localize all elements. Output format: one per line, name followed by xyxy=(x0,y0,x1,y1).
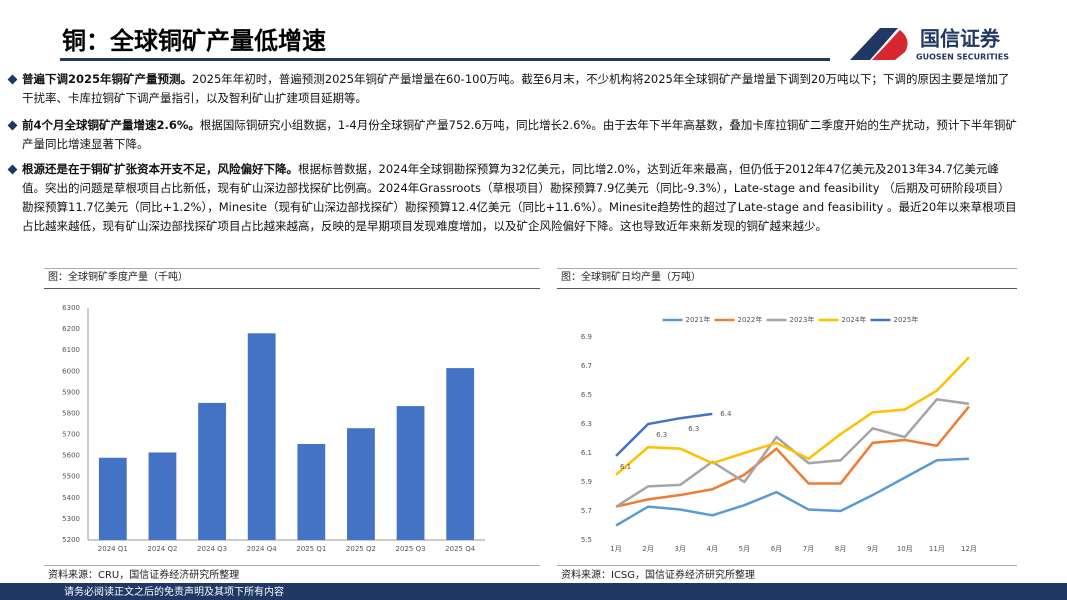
y-tick-label: 6000 xyxy=(62,367,80,375)
logo-text: 国信证券 xyxy=(920,27,1001,51)
chart-source: 资料来源：CRU，国信证券经济研究所整理 xyxy=(48,568,239,581)
y-tick-label: 6200 xyxy=(62,325,80,333)
legend-label: 2023年 xyxy=(790,315,815,324)
bullet: 根源还是在于铜矿扩张资本开支不足，风险偏好下降。根据标普数据，2024年全球铜勘… xyxy=(7,160,1018,236)
bar xyxy=(396,406,425,540)
y-tick-label: 6.9 xyxy=(581,333,592,341)
x-tick-label: 2024 Q4 xyxy=(247,545,278,553)
bullet-lead: 前4个月全球铜矿产量增速2.6%。 xyxy=(22,118,200,132)
x-tick-label: 2025 Q3 xyxy=(396,545,426,553)
footer-bar xyxy=(0,583,1067,600)
line-series xyxy=(615,405,970,508)
data-label: 6.4 xyxy=(720,410,732,418)
panel-rule xyxy=(44,268,540,269)
x-tick-label: 10月 xyxy=(897,545,913,553)
line-series xyxy=(615,356,970,476)
x-tick-label: 12月 xyxy=(961,545,977,553)
y-tick-label: 5500 xyxy=(62,473,80,481)
x-tick-label: 2024 Q2 xyxy=(147,545,177,553)
data-label: 6.1 xyxy=(620,463,631,471)
bar xyxy=(148,452,177,540)
x-tick-label: 6月 xyxy=(771,545,782,553)
panel-rule xyxy=(44,565,540,566)
bar xyxy=(347,428,375,540)
x-tick-label: 3月 xyxy=(674,545,685,553)
x-tick-label: 5月 xyxy=(739,545,750,553)
data-label: 6.3 xyxy=(656,431,667,439)
y-tick-label: 5800 xyxy=(62,409,80,417)
y-tick-label: 6.1 xyxy=(581,449,592,457)
y-tick-label: 6.5 xyxy=(581,391,592,399)
logo-shape xyxy=(872,30,908,60)
y-tick-label: 5600 xyxy=(62,452,80,460)
logo-shape xyxy=(850,28,898,60)
bar xyxy=(198,402,226,540)
x-tick-label: 9月 xyxy=(867,545,878,553)
y-tick-label: 5.7 xyxy=(581,507,592,515)
panel-rule xyxy=(557,565,1017,566)
bar xyxy=(297,444,326,540)
x-tick-label: 8月 xyxy=(835,545,846,553)
bar xyxy=(446,368,475,540)
legend-label: 2022年 xyxy=(738,315,763,324)
bullet: 普遍下调2025年铜矿产量预测。2025年年初时，普遍预测2025年铜矿产量增量… xyxy=(7,70,1018,108)
panel-rule xyxy=(557,268,1017,269)
bar xyxy=(247,333,276,540)
x-tick-label: 1月 xyxy=(610,545,621,553)
y-tick-label: 5.9 xyxy=(581,478,592,486)
y-tick-label: 5400 xyxy=(62,494,80,502)
x-tick-label: 7月 xyxy=(803,545,814,553)
y-tick-label: 6300 xyxy=(62,304,80,312)
bullet-text: 根据国际铜研究小组数据，1-4月份全球铜矿产量752.6万吨，同比增长2.6%。… xyxy=(22,118,1017,151)
x-tick-label: 2025 Q1 xyxy=(296,545,326,553)
x-tick-label: 4月 xyxy=(707,545,718,553)
legend-label: 2024年 xyxy=(842,315,867,324)
data-label: 6.3 xyxy=(688,425,699,433)
y-tick-label: 5200 xyxy=(62,536,80,544)
x-tick-label: 2月 xyxy=(642,545,653,553)
x-tick-label: 2025 Q2 xyxy=(346,545,376,553)
x-tick-label: 2024 Q3 xyxy=(197,545,227,553)
panel-rule xyxy=(44,288,540,289)
footer-text: 请务必阅读正文之后的免责声明及其项下所有内容 xyxy=(64,585,284,598)
bullet-text: 根据标普数据，2024年全球铜勘探预算为32亿美元，同比增2.0%，达到近年来最… xyxy=(22,162,1017,233)
y-tick-label: 5700 xyxy=(62,431,80,439)
panel-rule xyxy=(557,288,1017,289)
line-series xyxy=(615,412,713,457)
y-tick-label: 6100 xyxy=(62,346,80,354)
chart-title: 图：全球铜矿日均产量（万吨） xyxy=(561,270,701,283)
y-tick-label: 6.7 xyxy=(581,362,592,370)
line-series xyxy=(615,398,970,508)
x-tick-label: 2024 Q1 xyxy=(98,545,128,553)
bar xyxy=(98,457,127,540)
y-tick-label: 5300 xyxy=(62,515,80,523)
page-title: 铜：全球铜矿产量低增速 xyxy=(62,27,326,55)
bullet-lead: 根源还是在于铜矿扩张资本开支不足，风险偏好下降。 xyxy=(22,162,298,176)
bullet-lead: 普遍下调2025年铜矿产量预测。 xyxy=(22,72,193,86)
title-rule xyxy=(60,58,830,61)
bullet: 前4个月全球铜矿产量增速2.6%。根据国际铜研究小组数据，1-4月份全球铜矿产量… xyxy=(7,116,1018,154)
line-series xyxy=(615,457,970,527)
x-tick-label: 2025 Q4 xyxy=(445,545,476,553)
chart-title: 图：全球铜矿季度产量（千吨） xyxy=(48,270,188,283)
chart-source: 资料来源：ICSG，国信证券经济研究所整理 xyxy=(561,568,755,581)
x-tick-label: 11月 xyxy=(929,545,945,553)
y-tick-label: 5900 xyxy=(62,388,80,396)
y-tick-label: 6.3 xyxy=(581,420,592,428)
legend-label: 2021年 xyxy=(686,315,711,324)
bullet-text: 2025年年初时，普遍预测2025年铜矿产量增量在60-100万吨。截至6月末，… xyxy=(22,72,1010,105)
y-tick-label: 5.5 xyxy=(581,536,592,544)
legend-label: 2025年 xyxy=(894,315,919,324)
logo-text: GUOSEN SECURITIES xyxy=(916,53,1009,62)
